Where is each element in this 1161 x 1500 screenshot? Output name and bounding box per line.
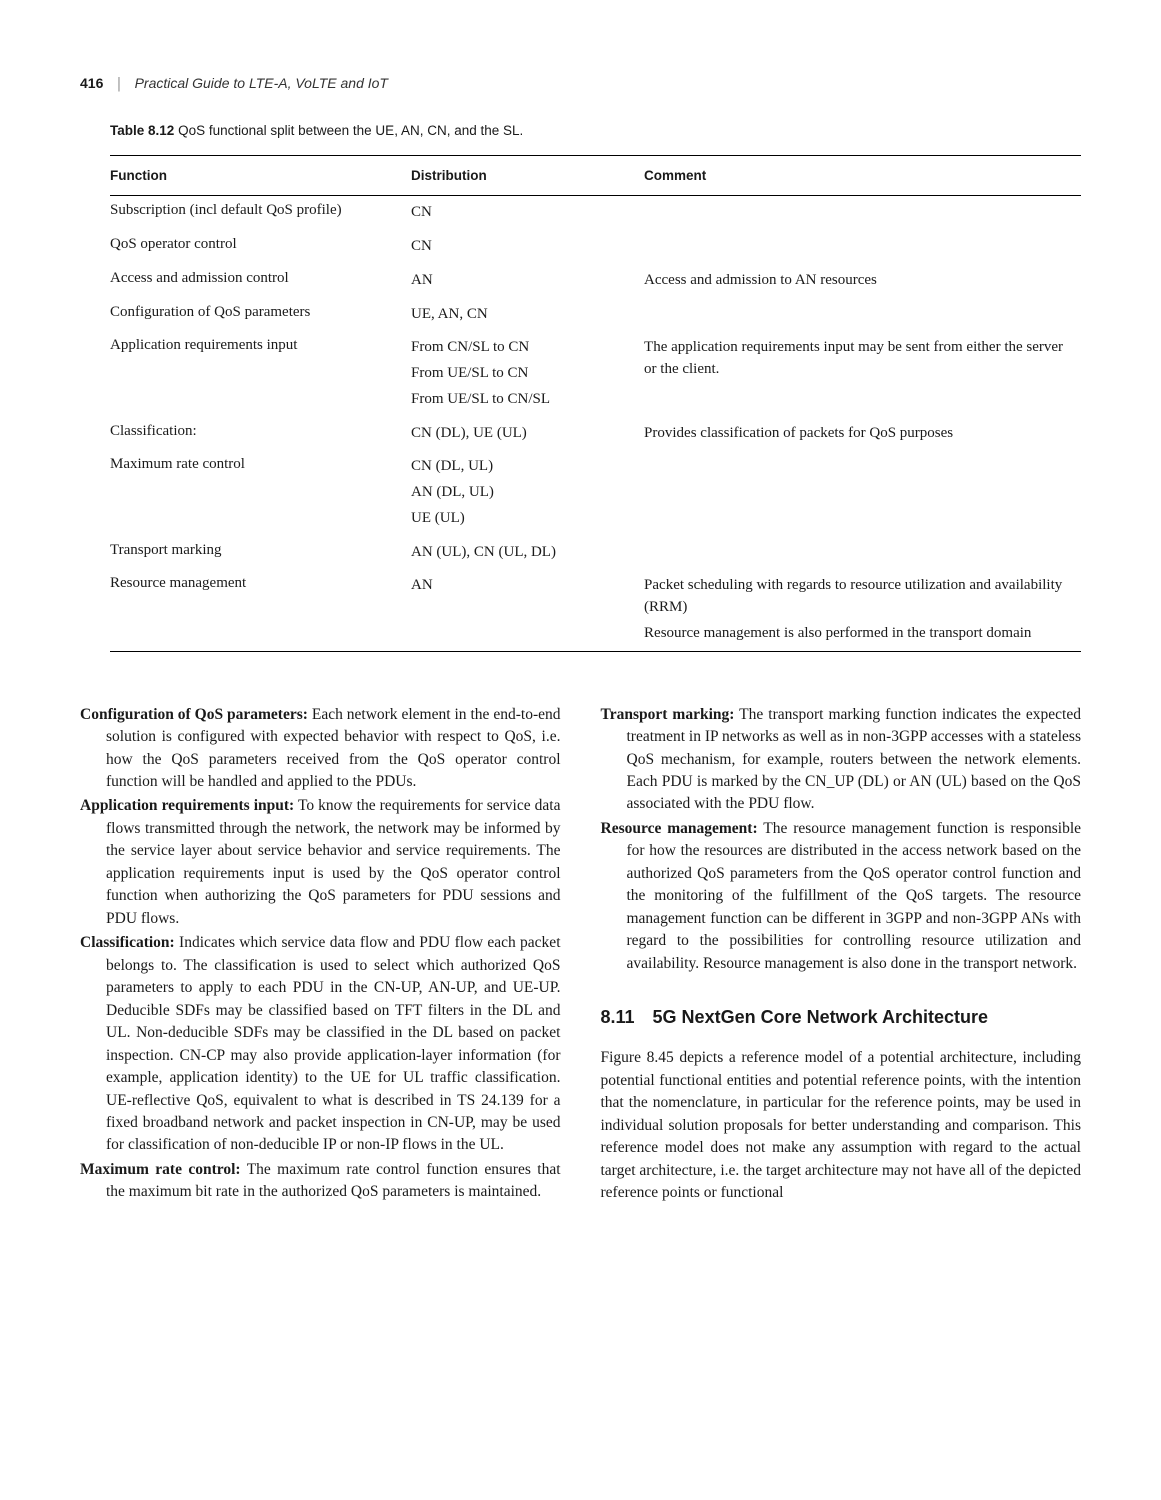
col-distribution: Distribution xyxy=(411,155,644,196)
definition-item: Resource management: The resource manage… xyxy=(601,818,1082,975)
section-number: 8.11 xyxy=(601,1007,635,1027)
cell-function: Subscription (incl default QoS profile) xyxy=(110,196,411,230)
cell-comment xyxy=(644,196,1081,230)
definition-body: Indicates which service data flow and PD… xyxy=(106,934,561,1153)
cell-comment xyxy=(644,230,1081,264)
cell-comment: Packet scheduling with regards to resour… xyxy=(644,569,1081,651)
cell-distribution: UE, AN, CN xyxy=(411,298,644,332)
table-header-row: Function Distribution Comment xyxy=(110,155,1081,196)
comment-value xyxy=(644,454,1073,458)
cell-distribution: AN (UL), CN (UL, DL) xyxy=(411,536,644,570)
table-row: Transport markingAN (UL), CN (UL, DL) xyxy=(110,536,1081,570)
comment-value: Provides classification of packets for Q… xyxy=(644,421,1073,447)
definition-item: Maximum rate control: The maximum rate c… xyxy=(80,1159,561,1204)
distribution-value: CN xyxy=(411,234,636,260)
comment-value xyxy=(644,302,1073,306)
comment-value: Packet scheduling with regards to resour… xyxy=(644,573,1073,621)
distribution-value: UE (UL) xyxy=(411,506,636,532)
cell-comment: The application requirements input may b… xyxy=(644,331,1081,416)
cell-function: Configuration of QoS parameters xyxy=(110,298,411,332)
distribution-value: AN xyxy=(411,268,636,294)
section-heading: 8.11 5G NextGen Core Network Architecture xyxy=(601,1005,1082,1029)
comment-value: Resource management is also performed in… xyxy=(644,621,1073,647)
distribution-value: CN (DL), UE (UL) xyxy=(411,421,636,447)
table-body: Subscription (incl default QoS profile)C… xyxy=(110,196,1081,651)
comment-value xyxy=(644,540,1073,544)
cell-distribution: CN xyxy=(411,196,644,230)
book-title: Practical Guide to LTE-A, VoLTE and IoT xyxy=(135,73,388,93)
definition-term: Application requirements input: xyxy=(80,797,294,814)
cell-function: Transport marking xyxy=(110,536,411,570)
distribution-value: From UE/SL to CN/SL xyxy=(411,387,636,413)
col-comment: Comment xyxy=(644,155,1081,196)
cell-distribution: AN xyxy=(411,264,644,298)
comment-value xyxy=(644,234,1073,238)
qos-table: Function Distribution Comment Subscripti… xyxy=(110,155,1081,652)
cell-distribution: From CN/SL to CNFrom UE/SL to CNFrom UE/… xyxy=(411,331,644,416)
distribution-value: From CN/SL to CN xyxy=(411,335,636,361)
definition-body: To know the requirements for service dat… xyxy=(106,797,561,926)
table-row: QoS operator controlCN xyxy=(110,230,1081,264)
body-columns: Configuration of QoS parameters: Each ne… xyxy=(80,704,1081,1206)
definition-item: Configuration of QoS parameters: Each ne… xyxy=(80,704,561,794)
table-row: Resource managementAN Packet scheduling w… xyxy=(110,569,1081,651)
definition-term: Configuration of QoS parameters: xyxy=(80,706,308,723)
cell-comment xyxy=(644,536,1081,570)
distribution-value: CN xyxy=(411,200,636,226)
cell-distribution: CN (DL, UL)AN (DL, UL)UE (UL) xyxy=(411,450,644,535)
cell-comment: Access and admission to AN resources xyxy=(644,264,1081,298)
page-number: 416 xyxy=(80,73,103,93)
comment-value: Access and admission to AN resources xyxy=(644,268,1073,294)
col-function: Function xyxy=(110,155,411,196)
cell-comment: Provides classification of packets for Q… xyxy=(644,417,1081,451)
cell-function: Access and admission control xyxy=(110,264,411,298)
table-caption-body: QoS functional split between the UE, AN,… xyxy=(178,123,523,138)
table-row: Access and admission controlAN Access and… xyxy=(110,264,1081,298)
cell-distribution: CN xyxy=(411,230,644,264)
table-row: Subscription (incl default QoS profile)C… xyxy=(110,196,1081,230)
table-caption: Table 8.12 QoS functional split between … xyxy=(110,121,1081,141)
definition-item: Classification: Indicates which service … xyxy=(80,932,561,1157)
cell-distribution: CN (DL), UE (UL) xyxy=(411,417,644,451)
cell-function: Application requirements input xyxy=(110,331,411,416)
left-column: Configuration of QoS parameters: Each ne… xyxy=(80,704,561,1206)
definition-term: Transport marking: xyxy=(601,706,735,723)
page-header: 416 | Practical Guide to LTE-A, VoLTE an… xyxy=(80,72,1081,95)
table-row: Classification:CN (DL), UE (UL) Provides … xyxy=(110,417,1081,451)
comment-value: The application requirements input may b… xyxy=(644,335,1073,383)
cell-function: QoS operator control xyxy=(110,230,411,264)
cell-function: Resource management xyxy=(110,569,411,651)
distribution-value: AN (DL, UL) xyxy=(411,480,636,506)
cell-distribution: AN xyxy=(411,569,644,651)
cell-function: Classification: xyxy=(110,417,411,451)
distribution-value: UE, AN, CN xyxy=(411,302,636,328)
cell-function: Maximum rate control xyxy=(110,450,411,535)
distribution-value: CN (DL, UL) xyxy=(411,454,636,480)
table-label: Table 8.12 xyxy=(110,123,174,138)
header-divider: | xyxy=(117,72,120,95)
table-row: Configuration of QoS parametersUE, AN, C… xyxy=(110,298,1081,332)
right-column: Transport marking: The transport marking… xyxy=(601,704,1082,1206)
definition-body: The resource management function is resp… xyxy=(627,820,1082,972)
table-row: Maximum rate controlCN (DL, UL)AN (DL, U… xyxy=(110,450,1081,535)
table-row: Application requirements inputFrom CN/SL… xyxy=(110,331,1081,416)
distribution-value: AN (UL), CN (UL, DL) xyxy=(411,540,636,566)
distribution-value: From UE/SL to CN xyxy=(411,361,636,387)
section-title: 5G NextGen Core Network Architecture xyxy=(653,1007,988,1027)
section-body: Figure 8.45 depicts a reference model of… xyxy=(601,1047,1082,1204)
definition-item: Transport marking: The transport marking… xyxy=(601,704,1082,816)
definition-term: Classification: xyxy=(80,934,175,951)
cell-comment xyxy=(644,298,1081,332)
definition-term: Resource management: xyxy=(601,820,758,837)
distribution-value: AN xyxy=(411,573,636,599)
comment-value xyxy=(644,200,1073,204)
definition-term: Maximum rate control: xyxy=(80,1161,241,1178)
cell-comment xyxy=(644,450,1081,535)
definition-item: Application requirements input: To know … xyxy=(80,795,561,930)
